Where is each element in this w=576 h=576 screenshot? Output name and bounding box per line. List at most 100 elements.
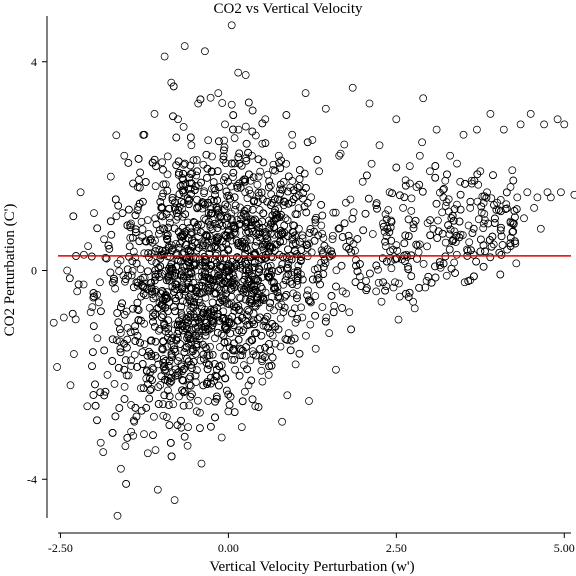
- data-point: [251, 215, 259, 224]
- data-point: [509, 227, 517, 236]
- data-point: [163, 231, 172, 239]
- data-point: [479, 219, 488, 228]
- data-point: [234, 125, 243, 134]
- data-point: [222, 240, 230, 248]
- data-point: [193, 222, 201, 231]
- data-point: [412, 183, 421, 191]
- data-point: [207, 244, 216, 253]
- data-point: [540, 120, 548, 129]
- data-point: [229, 346, 237, 355]
- data-point: [156, 381, 165, 389]
- data-point: [166, 218, 174, 227]
- data-point: [348, 83, 357, 92]
- data-point: [330, 301, 339, 310]
- data-point: [286, 346, 295, 355]
- data-point: [223, 192, 232, 200]
- data-point: [132, 278, 141, 287]
- data-point: [282, 291, 291, 299]
- data-point: [226, 329, 235, 338]
- data-point: [325, 329, 334, 337]
- data-point: [158, 192, 167, 201]
- data-point: [442, 271, 451, 280]
- data-point: [409, 220, 418, 229]
- y-tick-label: 4: [31, 55, 37, 69]
- data-point: [496, 226, 505, 235]
- data-point: [470, 272, 478, 281]
- data-point: [274, 230, 283, 239]
- data-point: [127, 219, 135, 228]
- data-point: [387, 218, 396, 226]
- data-point: [174, 157, 183, 166]
- data-point: [184, 357, 193, 366]
- data-point: [368, 230, 377, 238]
- data-point: [247, 299, 256, 308]
- data-point: [171, 307, 179, 316]
- data-point: [230, 159, 239, 168]
- data-point: [388, 189, 396, 198]
- data-point: [145, 394, 154, 403]
- data-point: [93, 416, 101, 425]
- data-point: [536, 224, 545, 233]
- data-point: [254, 294, 262, 302]
- data-point: [187, 179, 196, 188]
- data-point: [423, 242, 431, 251]
- data-point: [230, 134, 239, 142]
- data-point: [162, 276, 171, 285]
- data-point: [180, 348, 189, 356]
- data-point: [510, 207, 519, 215]
- data-point: [489, 171, 497, 179]
- data-point: [154, 270, 162, 278]
- data-point: [180, 42, 189, 50]
- data-point: [203, 174, 211, 182]
- data-point: [321, 259, 330, 268]
- data-point: [293, 267, 302, 275]
- data-point: [115, 404, 124, 412]
- data-point: [279, 178, 288, 186]
- data-point: [204, 287, 213, 296]
- data-point: [512, 259, 521, 268]
- data-point: [170, 496, 179, 504]
- data-point: [230, 302, 238, 311]
- data-point: [307, 298, 315, 307]
- data-point: [213, 283, 222, 292]
- data-point: [306, 320, 315, 329]
- data-point: [241, 223, 250, 231]
- data-point: [265, 340, 273, 348]
- data-point: [137, 217, 146, 226]
- data-point: [151, 446, 160, 454]
- data-point: [379, 222, 388, 231]
- data-point: [233, 181, 241, 190]
- data-point: [153, 485, 162, 494]
- data-point: [401, 181, 410, 190]
- x-tick-label: 0.00: [218, 541, 239, 555]
- x-axis-ticks: -2.50 0.00 2.50 5.00: [48, 533, 575, 555]
- data-point: [423, 219, 432, 227]
- data-point: [241, 284, 250, 293]
- data-point: [484, 219, 493, 228]
- data-point: [138, 225, 147, 234]
- data-point: [171, 347, 180, 356]
- data-point: [167, 264, 176, 273]
- data-point: [248, 336, 257, 345]
- data-point: [468, 229, 477, 237]
- data-point: [249, 316, 258, 325]
- data-point: [409, 224, 418, 233]
- data-point: [186, 310, 195, 319]
- data-point: [229, 168, 238, 177]
- data-point: [100, 391, 109, 400]
- data-point: [220, 285, 229, 293]
- data-point: [90, 209, 98, 217]
- data-point: [530, 204, 538, 212]
- data-point: [227, 214, 236, 223]
- data-point: [151, 322, 159, 331]
- data-point: [103, 371, 112, 379]
- data-point: [283, 336, 292, 344]
- data-point: [168, 193, 177, 202]
- data-point: [241, 257, 249, 266]
- data-point: [313, 275, 321, 284]
- data-point: [134, 176, 143, 184]
- data-point: [241, 122, 250, 131]
- data-point: [117, 303, 125, 312]
- data-point: [456, 190, 465, 199]
- data-point: [203, 232, 212, 241]
